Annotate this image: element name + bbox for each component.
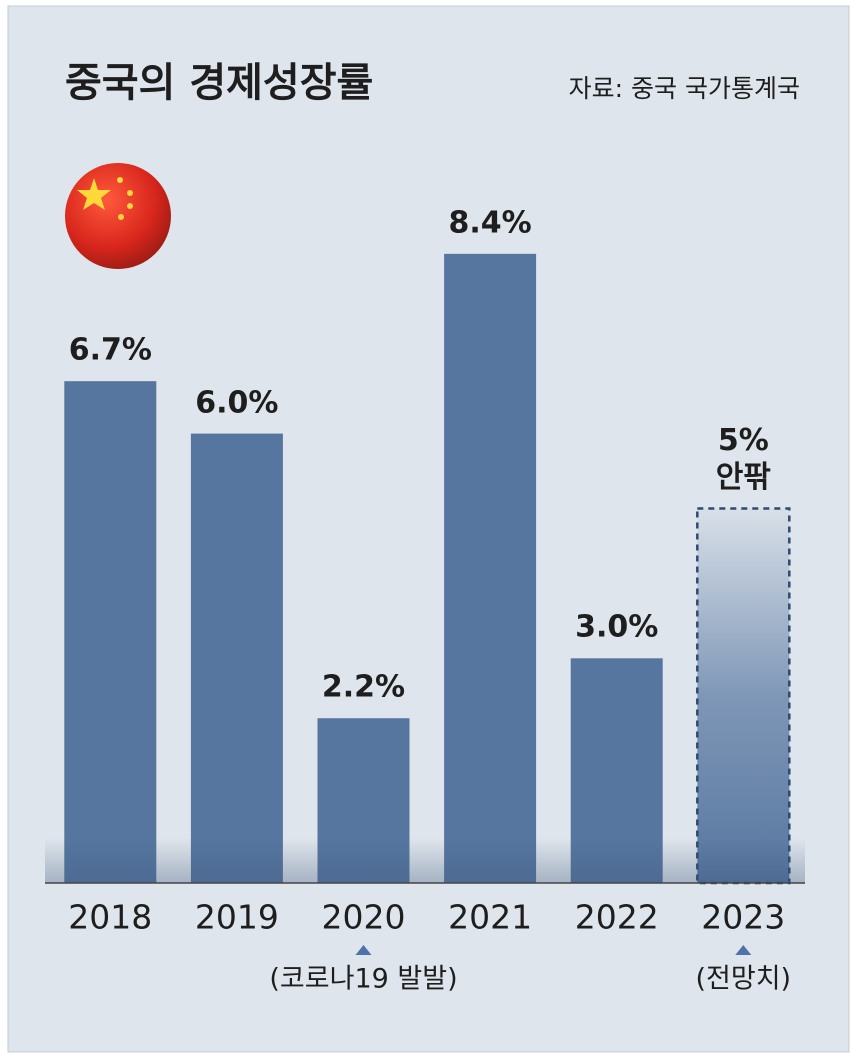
x-tick-label: 2018	[68, 898, 152, 937]
source: 자료: 중국 국가통계국	[569, 74, 800, 103]
value-label: 2.2%	[321, 669, 406, 705]
x-tick-label: 2023	[701, 898, 785, 937]
china-flag	[65, 163, 171, 269]
value-label: 8.4%	[448, 205, 532, 241]
note-marker	[355, 945, 372, 955]
note-marker	[735, 945, 752, 955]
x-tick-label: 2021	[448, 898, 532, 937]
note: (전망치)	[696, 964, 792, 995]
x-tick-label: 2019	[195, 898, 279, 937]
bar	[64, 381, 157, 883]
value-label: 5% 안팎	[715, 422, 771, 496]
value-label: 3.0%	[575, 609, 659, 645]
bar	[190, 433, 283, 883]
x-tick-label: 2022	[575, 898, 659, 937]
note: (코로나19 발발)	[269, 964, 457, 995]
chart-title: 중국의 경제성장률	[65, 60, 373, 106]
floor-shade	[45, 838, 805, 883]
value-label: 6.7%	[68, 332, 152, 368]
value-label: 6.0%	[195, 385, 279, 421]
bar-estimate	[696, 507, 791, 885]
x-tick-label: 2020	[322, 898, 406, 937]
bar	[444, 253, 537, 884]
